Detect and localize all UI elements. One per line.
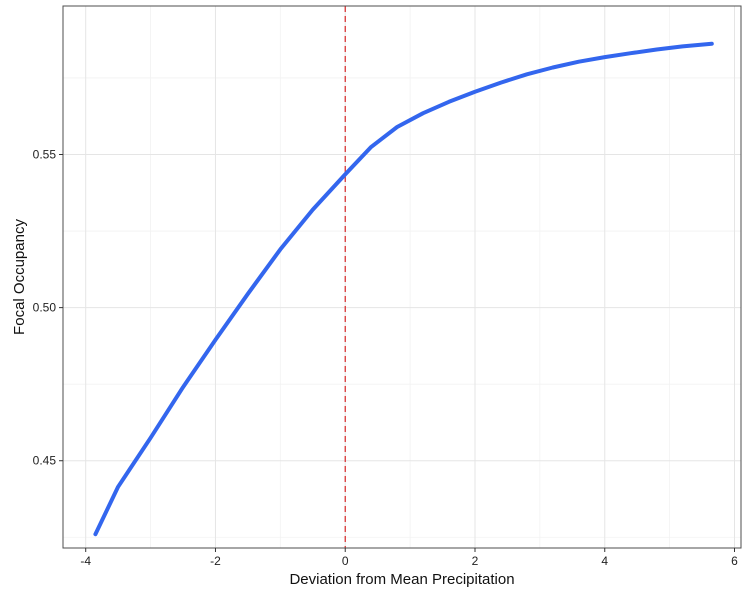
x-tick-label: 0	[342, 554, 349, 568]
major-gridlines	[63, 6, 741, 548]
x-tick-label: -4	[80, 554, 91, 568]
x-tick-label: 4	[601, 554, 608, 568]
series-line-0	[93, 41, 714, 537]
y-axis-ticks: 0.45 0.50 0.55	[33, 148, 63, 468]
x-tick-label: -2	[210, 554, 221, 568]
y-tick-label: 0.45	[33, 454, 57, 468]
y-tick-label: 0.55	[33, 148, 57, 162]
series-layer	[93, 41, 714, 537]
x-axis-ticks: -4 -2 0 2 4 6	[80, 548, 738, 568]
x-tick-label: 2	[472, 554, 479, 568]
y-axis-title: Focal Occupancy	[11, 219, 28, 335]
plot-panel-border	[62, 5, 742, 549]
x-axis-title: Deviation from Mean Precipitation	[289, 571, 514, 588]
x-tick-label: 6	[731, 554, 738, 568]
y-tick-label: 0.50	[33, 301, 57, 315]
minor-gridlines	[63, 6, 741, 548]
